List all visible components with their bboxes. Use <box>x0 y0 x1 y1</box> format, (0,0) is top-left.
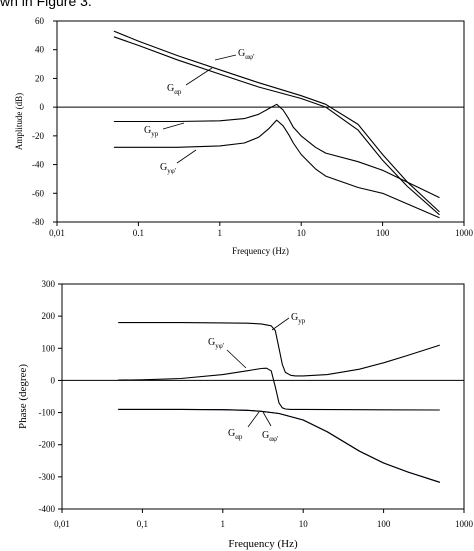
y-tick-label: 300 <box>42 279 56 289</box>
annotation-leader <box>214 54 237 61</box>
x-tick-label: 1 <box>221 519 226 529</box>
annotation-leader <box>185 67 213 86</box>
series-line-3 <box>118 408 440 483</box>
y-tick-label: -60 <box>32 188 44 198</box>
annotation-leader <box>271 317 290 331</box>
series-line-1 <box>113 30 440 213</box>
x-tick-label: 100 <box>377 519 391 529</box>
x-tick-label: 0,01 <box>54 519 70 529</box>
plot-frame <box>61 283 465 510</box>
x-axis-label: Frequency (Hz) <box>228 538 298 550</box>
y-tick-label: -300 <box>39 472 56 482</box>
x-tick-label: 0.1 <box>133 228 144 238</box>
annotation-leader <box>162 122 185 130</box>
x-tick-label: 10 <box>297 228 307 238</box>
y-tick-label: -100 <box>39 408 56 418</box>
series-line-1 <box>118 322 440 377</box>
annotation-leader <box>262 411 272 427</box>
x-tick-label: 0,01 <box>49 228 65 238</box>
y-tick-label: 200 <box>42 311 56 321</box>
y-axis-label: Phase (degree) <box>17 364 29 429</box>
y-tick-label: -400 <box>39 504 56 514</box>
y-tick-label: 0 <box>51 375 56 385</box>
y-tick-label: -200 <box>39 440 56 450</box>
series-annotation: Gyp <box>291 312 306 325</box>
y-axis-label: Amplitude (dB) <box>14 93 24 150</box>
x-tick-label: 10 <box>299 519 309 529</box>
series-line-4 <box>113 119 440 219</box>
x-tick-label: 100 <box>376 228 390 238</box>
series-annotation: Gαφ' <box>262 430 278 443</box>
y-tick-label: -20 <box>32 131 44 141</box>
series-annotation: Gyφ' <box>208 337 224 350</box>
series-annotation: Gαp <box>228 428 243 441</box>
x-tick-label: 1000 <box>455 519 474 529</box>
x-tick-label: 1000 <box>455 228 474 238</box>
caption-text: wn in Figure 3. <box>0 0 92 9</box>
x-tick-label: 1 <box>218 228 223 238</box>
y-tick-label: 20 <box>35 73 45 83</box>
y-tick-label: -40 <box>32 160 44 170</box>
series-annotation: Gαφ' <box>238 48 254 61</box>
y-tick-label: 60 <box>35 16 45 26</box>
plot-frame <box>56 20 465 223</box>
series-annotation: Gyp <box>144 125 159 138</box>
y-tick-label: 40 <box>35 45 45 55</box>
annotation-leader <box>247 411 260 428</box>
series-annotation: Gαp <box>167 83 182 96</box>
x-tick-label: 0,1 <box>137 519 148 529</box>
series-line-2 <box>118 367 440 411</box>
series-line-4 <box>118 408 440 483</box>
y-tick-label: 0 <box>40 102 45 112</box>
chart-1: 60 40 20 0 -20 -40 -60 -80 0,01 0.1 1 10 100 1000 Freq… <box>14 16 474 256</box>
series-line-2 <box>113 36 440 216</box>
x-axis-label: Frequency (Hz) <box>232 246 289 256</box>
annotation-leader <box>176 149 197 164</box>
series-line-3 <box>113 103 440 199</box>
y-tick-label: 100 <box>42 343 56 353</box>
y-tick-label: -80 <box>32 217 44 227</box>
annotation-leader <box>226 349 247 369</box>
series-annotation: Gyφ' <box>160 162 176 175</box>
